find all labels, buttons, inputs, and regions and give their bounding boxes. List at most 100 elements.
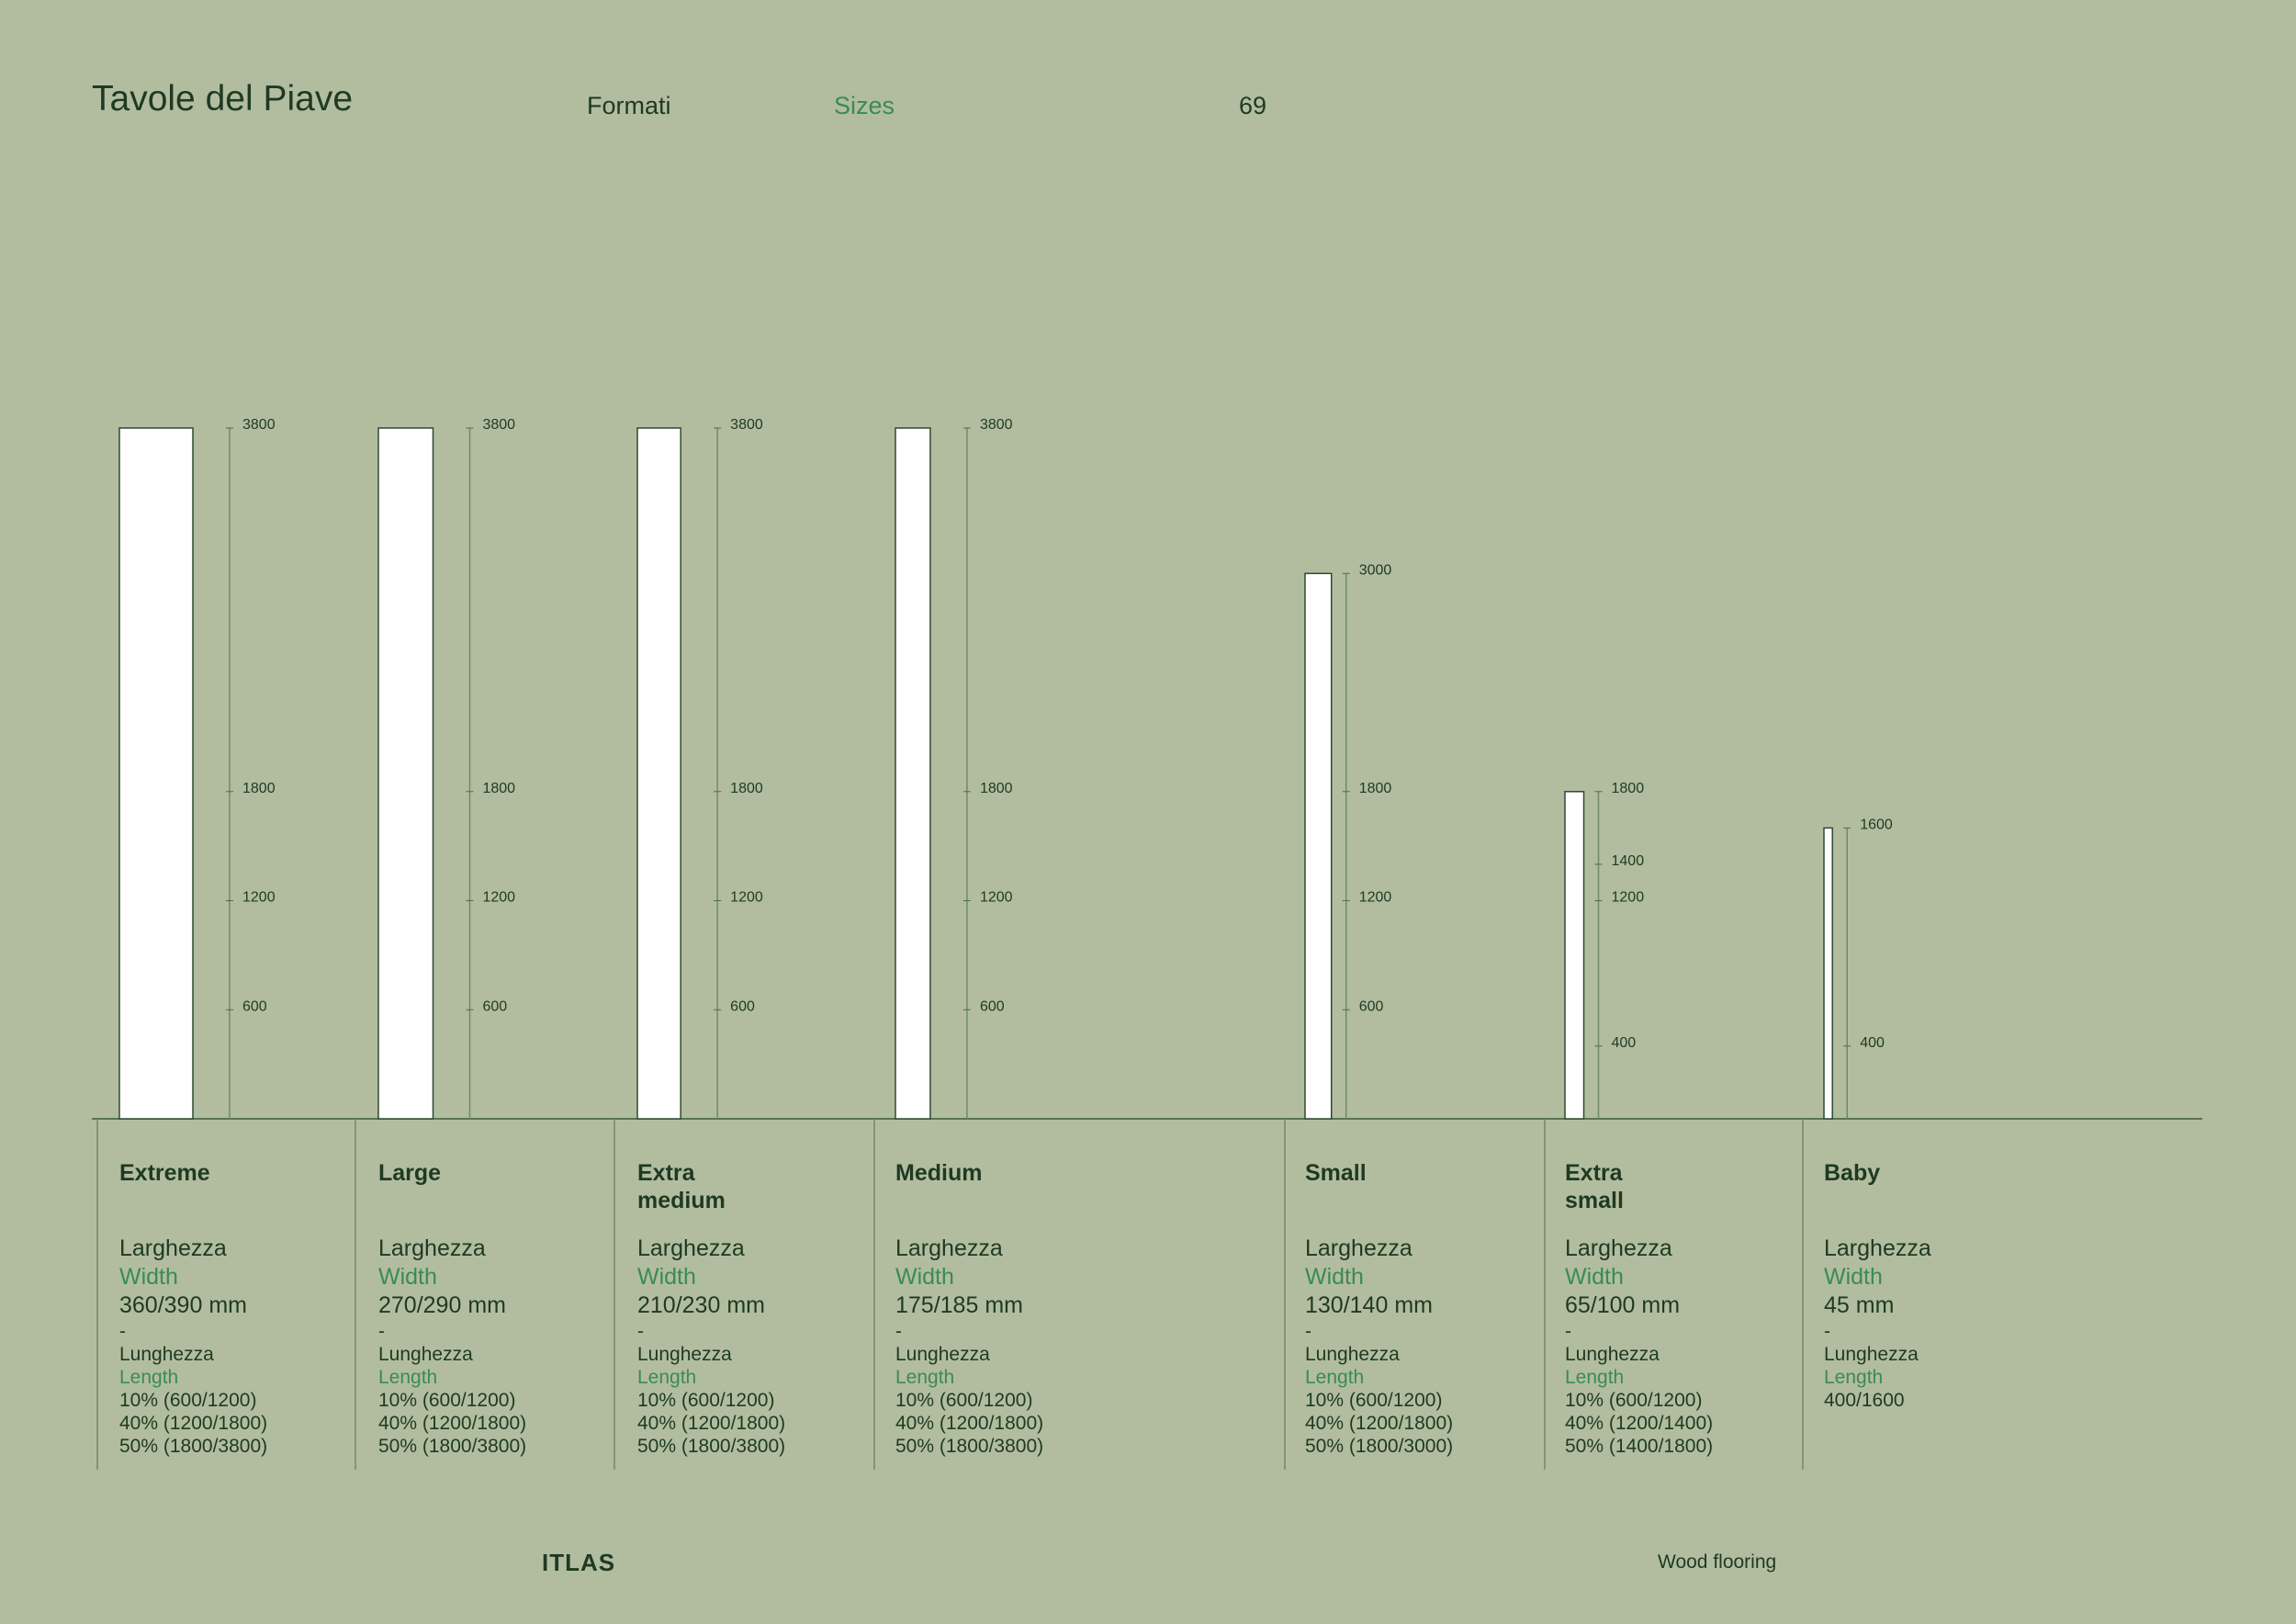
width-label-it: Larghezza xyxy=(895,1235,1003,1261)
width-label-it: Larghezza xyxy=(1565,1235,1672,1261)
format-name-line: Baby xyxy=(1824,1160,1881,1186)
plank-bar xyxy=(1823,827,1833,1120)
format-column: Extreme Larghezza Width 360/390 mm - Lunghezz… xyxy=(119,1159,358,1458)
length-label-en: Length xyxy=(1824,1367,1884,1388)
length-label-it: Lunghezza xyxy=(1305,1344,1400,1365)
length-label-en: Length xyxy=(895,1367,955,1388)
page-number: 69 xyxy=(1239,92,1267,119)
format-name-line: Extreme xyxy=(119,1160,210,1186)
width-label-it: Larghezza xyxy=(1824,1235,1931,1261)
length-distribution: 50% (1800/3800) xyxy=(378,1436,527,1457)
section-title-english: Sizes xyxy=(834,92,895,119)
length-distribution: 40% (1200/1800) xyxy=(119,1413,268,1434)
format-column: Extra medium Larghezza Width 210/230 mm - Lung… xyxy=(637,1159,876,1458)
scale-tick-label: 600 xyxy=(242,998,267,1014)
format-column: Large Larghezza Width 270/290 mm - Lunghezza L… xyxy=(378,1159,617,1458)
length-label-it: Lunghezza xyxy=(119,1344,214,1365)
scale-tick-label: 1200 xyxy=(730,890,763,906)
width-value: 45 mm xyxy=(1824,1292,1895,1318)
format-name: Extreme xyxy=(119,1159,358,1235)
scale-tick-label: 1600 xyxy=(1860,817,1893,832)
separator: - xyxy=(1305,1321,1311,1342)
length-distribution: 50% (1400/1800) xyxy=(1565,1436,1714,1457)
length-label-it: Lunghezza xyxy=(378,1344,473,1365)
plank-bar xyxy=(1564,791,1585,1120)
length-distribution: 50% (1800/3800) xyxy=(637,1436,786,1457)
brand-logo: ITLAS xyxy=(542,1549,616,1576)
scale-tick-label: 1800 xyxy=(482,781,515,796)
length-distribution: 10% (600/1200) xyxy=(378,1390,516,1411)
format-name: Baby xyxy=(1824,1159,2063,1235)
length-label-en: Length xyxy=(1305,1367,1365,1388)
scale-tick-label: 3800 xyxy=(242,417,276,433)
scale-tick-label: 1400 xyxy=(1612,853,1645,869)
scale-tick-label: 600 xyxy=(980,998,1005,1014)
section-title-italian: Formati xyxy=(587,92,671,119)
length-distribution: 400/1600 xyxy=(1824,1390,1905,1411)
scale-tick-label: 3800 xyxy=(980,417,1013,433)
plank-bar xyxy=(636,427,681,1120)
length-distribution: 40% (1200/1800) xyxy=(895,1413,1044,1434)
length-distribution: 10% (600/1200) xyxy=(1305,1390,1443,1411)
scale-tick-label: 1200 xyxy=(242,890,276,906)
plank-sizes-chart: 3800 1800 1200 600 3800 1800 1200 600 3800 1800 12… xyxy=(92,417,2202,1470)
footer-category: Wood flooring xyxy=(1658,1551,1777,1573)
format-name-line: Large xyxy=(378,1160,442,1186)
scale-tick-label: 1800 xyxy=(1359,781,1392,796)
length-distribution: 40% (1200/1800) xyxy=(1305,1413,1454,1434)
length-distribution: 40% (1200/1800) xyxy=(637,1413,786,1434)
scale-tick-label: 1800 xyxy=(1612,781,1645,796)
width-label-it: Larghezza xyxy=(119,1235,227,1261)
scale-tick-label: 400 xyxy=(1860,1035,1885,1051)
separator: - xyxy=(119,1321,126,1342)
format-name: Large xyxy=(378,1159,617,1235)
length-distribution: 10% (600/1200) xyxy=(119,1390,257,1411)
scale-tick-label: 600 xyxy=(1359,998,1384,1014)
separator: - xyxy=(1824,1321,1830,1342)
length-distribution: 40% (1200/1400) xyxy=(1565,1413,1714,1434)
length-label-en: Length xyxy=(1565,1367,1625,1388)
page-title: Tavole del Piave xyxy=(92,79,354,118)
width-label-en: Width xyxy=(895,1264,954,1290)
length-label-it: Lunghezza xyxy=(895,1344,990,1365)
length-distribution: 50% (1800/3800) xyxy=(119,1436,268,1457)
plank-bar xyxy=(118,427,194,1120)
format-column: Medium Larghezza Width 175/185 mm - Lunghezza… xyxy=(895,1159,1134,1458)
format-name: Medium xyxy=(895,1159,1134,1235)
scale-tick-label: 1200 xyxy=(980,890,1013,906)
format-name-line: Extra xyxy=(1565,1160,1623,1186)
width-value: 130/140 mm xyxy=(1305,1292,1433,1318)
format-column: Extra small Larghezza Width 65/100 mm - Lunghe… xyxy=(1565,1159,1804,1458)
length-distribution: 10% (600/1200) xyxy=(1565,1390,1703,1411)
format-name: Small xyxy=(1305,1159,1544,1235)
width-value: 270/290 mm xyxy=(378,1292,506,1318)
scale-tick-label: 600 xyxy=(730,998,755,1014)
format-name-line: Medium xyxy=(895,1160,983,1186)
scale-tick-label: 3800 xyxy=(482,417,515,433)
width-label-en: Width xyxy=(378,1264,437,1290)
format-name-line: Extra xyxy=(637,1160,695,1186)
width-label-en: Width xyxy=(1565,1264,1624,1290)
length-label-it: Lunghezza xyxy=(1565,1344,1660,1365)
separator: - xyxy=(895,1321,902,1342)
format-column: Small Larghezza Width 130/140 mm - Lunghezza L… xyxy=(1305,1159,1544,1458)
scale-tick-label: 1200 xyxy=(482,890,515,906)
width-label-en: Width xyxy=(1824,1264,1883,1290)
width-label-en: Width xyxy=(1305,1264,1364,1290)
format-name-line: medium xyxy=(637,1188,726,1213)
separator: - xyxy=(637,1321,644,1342)
format-name: Extra medium xyxy=(637,1159,876,1235)
scale-tick-label: 3000 xyxy=(1359,562,1392,578)
scale-tick-label: 1800 xyxy=(730,781,763,796)
plank-bar xyxy=(377,427,434,1120)
format-name: Extra small xyxy=(1565,1159,1804,1235)
scale-tick-label: 1200 xyxy=(1612,890,1645,906)
width-value: 65/100 mm xyxy=(1565,1292,1681,1318)
width-label-en: Width xyxy=(637,1264,696,1290)
scale-tick-label: 1800 xyxy=(980,781,1013,796)
scale-tick-label: 600 xyxy=(482,998,507,1014)
length-distribution: 40% (1200/1800) xyxy=(378,1413,527,1434)
plank-bar xyxy=(1304,572,1333,1120)
format-column: Baby Larghezza Width 45 mm - Lunghezza Length 4… xyxy=(1824,1159,2063,1412)
separator: - xyxy=(1565,1321,1571,1342)
